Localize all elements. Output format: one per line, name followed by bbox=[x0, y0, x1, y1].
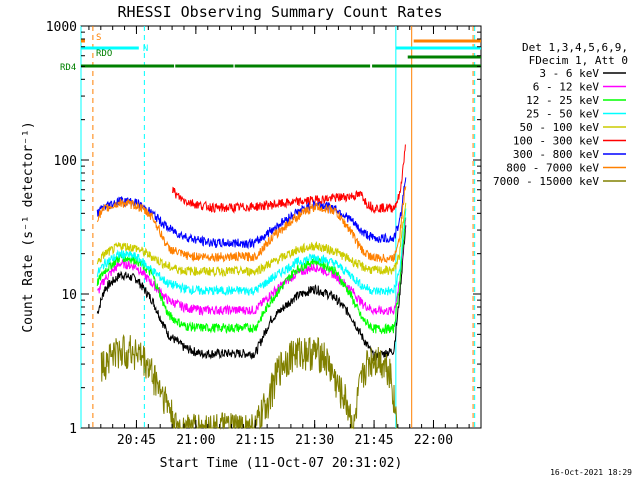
y-tick-label-3: 1000 bbox=[46, 20, 77, 35]
legend-entry-6: 300 - 800 keV bbox=[513, 148, 599, 161]
series-line-7 bbox=[96, 186, 407, 264]
axes: 20:45 21:00 21:15 21:30 21:45 22:00 1 10 100 1000 bbox=[46, 20, 481, 448]
y-tick-label-2: 100 bbox=[54, 154, 77, 169]
y-tick-label-1: 10 bbox=[61, 288, 77, 303]
chart-title: RHESSI Observing Summary Count Rates bbox=[117, 3, 442, 21]
legend-entry-2: 12 - 25 keV bbox=[526, 94, 599, 107]
legend-title-line-1: FDecim 1, Att 0 bbox=[529, 54, 628, 67]
legend-title-line-0: Det 1,3,4,5,6,9, bbox=[522, 41, 628, 54]
series-line-2 bbox=[96, 217, 407, 335]
y-axis-label: Count Rate (s⁻¹ detector⁻¹) bbox=[21, 121, 36, 332]
state-label-rdo: RDO bbox=[96, 49, 112, 59]
x-tick-label-4: 21:45 bbox=[354, 433, 393, 448]
legend-entry-8: 7000 - 15000 keV bbox=[493, 175, 599, 188]
x-tick-label-1: 21:00 bbox=[176, 433, 215, 448]
series-line-4 bbox=[96, 202, 407, 278]
x-tick-label-2: 21:15 bbox=[236, 433, 275, 448]
state-bars: S N RDO RD4 bbox=[60, 33, 481, 73]
state-label-n: N bbox=[143, 44, 148, 54]
legend-entry-1: 6 - 12 keV bbox=[533, 81, 600, 94]
legend-entry-4: 50 - 100 keV bbox=[520, 121, 600, 134]
render-timestamp: 16-Oct-2021 18:29 bbox=[550, 468, 632, 477]
series-line-8 bbox=[100, 334, 398, 430]
x-axis-label: Start Time (11-Oct-07 20:31:02) bbox=[160, 456, 403, 471]
legend-entry-3: 25 - 50 keV bbox=[526, 108, 599, 121]
series-line-3 bbox=[96, 208, 407, 296]
series-line-6 bbox=[96, 177, 407, 250]
y-tick-label-0: 1 bbox=[69, 422, 77, 437]
series-lines bbox=[96, 144, 407, 430]
legend-entry-0: 3 - 6 keV bbox=[539, 67, 599, 80]
legend-entry-7: 800 - 7000 keV bbox=[506, 162, 599, 175]
legend: Det 1,3,4,5,6,9,FDecim 1, Att 03 - 6 keV… bbox=[493, 41, 628, 188]
series-line-0 bbox=[96, 225, 407, 362]
series-line-5 bbox=[172, 144, 406, 214]
x-tick-label-3: 21:30 bbox=[295, 433, 334, 448]
legend-entry-5: 100 - 300 keV bbox=[513, 135, 599, 148]
state-label-rd4: RD4 bbox=[60, 63, 76, 73]
x-tick-label-0: 20:45 bbox=[117, 433, 156, 448]
state-label-s: S bbox=[96, 33, 101, 43]
x-tick-label-5: 22:00 bbox=[414, 433, 453, 448]
series-line-1 bbox=[96, 218, 407, 317]
